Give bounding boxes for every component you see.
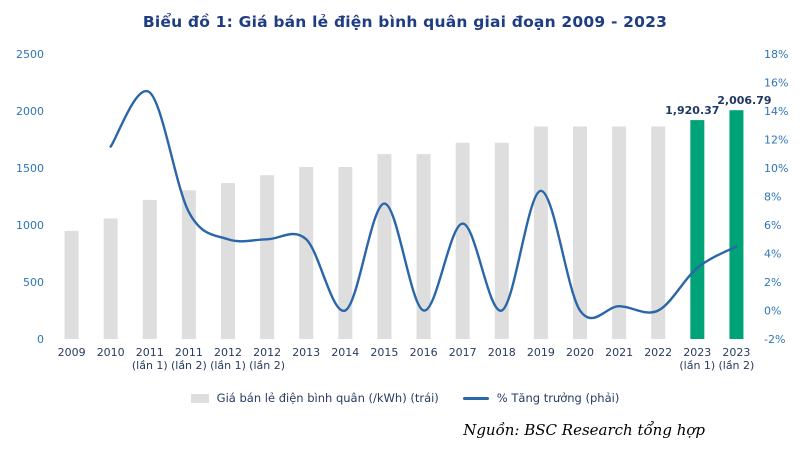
legend-line-label: % Tăng trưởng (phải) bbox=[496, 391, 620, 405]
right-axis-tick: 0% bbox=[764, 305, 781, 318]
price-bar bbox=[221, 182, 235, 339]
x-axis-label: 2017 bbox=[449, 346, 477, 359]
price-bar bbox=[690, 120, 705, 339]
left-axis-tick: 500 bbox=[23, 276, 44, 289]
price-bar bbox=[142, 199, 157, 339]
bar-value-label: 2,006.79 bbox=[717, 94, 771, 107]
growth-line bbox=[109, 89, 738, 320]
right-axis-tick: 2% bbox=[764, 276, 781, 289]
right-axis-tick: 10% bbox=[764, 162, 788, 175]
right-axis-tick: 6% bbox=[764, 219, 781, 232]
x-axis-label: 2010 bbox=[97, 346, 125, 359]
right-axis-tick: -2% bbox=[764, 333, 785, 346]
left-axis-tick: 0 bbox=[37, 333, 44, 346]
x-axis-label: 2018 bbox=[488, 346, 516, 359]
right-axis-tick: 12% bbox=[764, 134, 788, 147]
x-axis-label: 2011 (lần 1) bbox=[132, 346, 168, 372]
price-bar bbox=[299, 167, 314, 339]
price-bar bbox=[103, 218, 118, 339]
price-bar bbox=[64, 230, 79, 339]
price-bar bbox=[612, 126, 627, 339]
x-axis-label: 2012 (lần 2) bbox=[249, 346, 285, 372]
left-axis-tick: 2000 bbox=[16, 105, 44, 118]
left-axis-tick: 1500 bbox=[16, 162, 44, 175]
left-axis-tick: 2500 bbox=[16, 48, 44, 61]
x-axis-label: 2019 bbox=[527, 346, 555, 359]
price-bar bbox=[651, 126, 666, 339]
legend-bar-label: Giá bán lẻ điện bình quân (/kWh) (trái) bbox=[216, 391, 439, 405]
source-note: Nguồn: BSC Research tổng hợp bbox=[463, 421, 705, 439]
price-bar bbox=[455, 142, 470, 339]
chart-legend: Giá bán lẻ điện bình quân (/kWh) (trái) … bbox=[0, 391, 810, 405]
price-bar bbox=[729, 110, 744, 339]
x-axis-label: 2023 (lần 1) bbox=[679, 346, 715, 372]
bar-value-label: 1,920.37 bbox=[665, 104, 719, 117]
chart-title: Biểu đồ 1: Giá bán lẻ điện bình quân gia… bbox=[142, 13, 668, 31]
chart-canvas: 0 500 1000 1500 2000 2500 -2% 0% 2% 4% 6% 8% 10% 12% 1… bbox=[16, 48, 788, 372]
x-axis-label: 2016 bbox=[410, 346, 438, 359]
x-axis-label: 2021 bbox=[605, 346, 633, 359]
price-bar bbox=[533, 126, 548, 339]
x-axis-label: 2012 (lần 1) bbox=[210, 346, 246, 372]
price-bar bbox=[416, 154, 431, 339]
left-axis-tick: 1000 bbox=[16, 219, 44, 232]
x-axis-label: 2023 (lần 2) bbox=[718, 346, 754, 372]
x-axis-label: 2020 bbox=[566, 346, 594, 359]
price-bar bbox=[338, 167, 353, 339]
price-bar bbox=[377, 154, 392, 339]
right-axis-tick: 4% bbox=[764, 248, 781, 261]
x-axis-label: 2013 bbox=[292, 346, 320, 359]
legend-bar-swatch bbox=[190, 393, 209, 403]
price-bar bbox=[181, 190, 196, 339]
legend-line-swatch bbox=[462, 396, 489, 400]
right-axis-tick: 18% bbox=[764, 48, 788, 61]
x-axis-label: 2009 bbox=[58, 346, 86, 359]
right-axis-tick: 14% bbox=[764, 105, 788, 118]
price-bar bbox=[494, 142, 509, 339]
price-bar bbox=[260, 175, 275, 339]
x-axis-label: 2011 (lần 2) bbox=[171, 346, 207, 372]
right-axis-tick: 8% bbox=[764, 191, 781, 204]
price-bar bbox=[573, 126, 587, 339]
x-axis-label: 2014 bbox=[331, 346, 359, 359]
x-axis-label: 2022 bbox=[644, 346, 672, 359]
right-axis-tick: 16% bbox=[764, 77, 788, 90]
x-axis-label: 2015 bbox=[370, 346, 398, 359]
